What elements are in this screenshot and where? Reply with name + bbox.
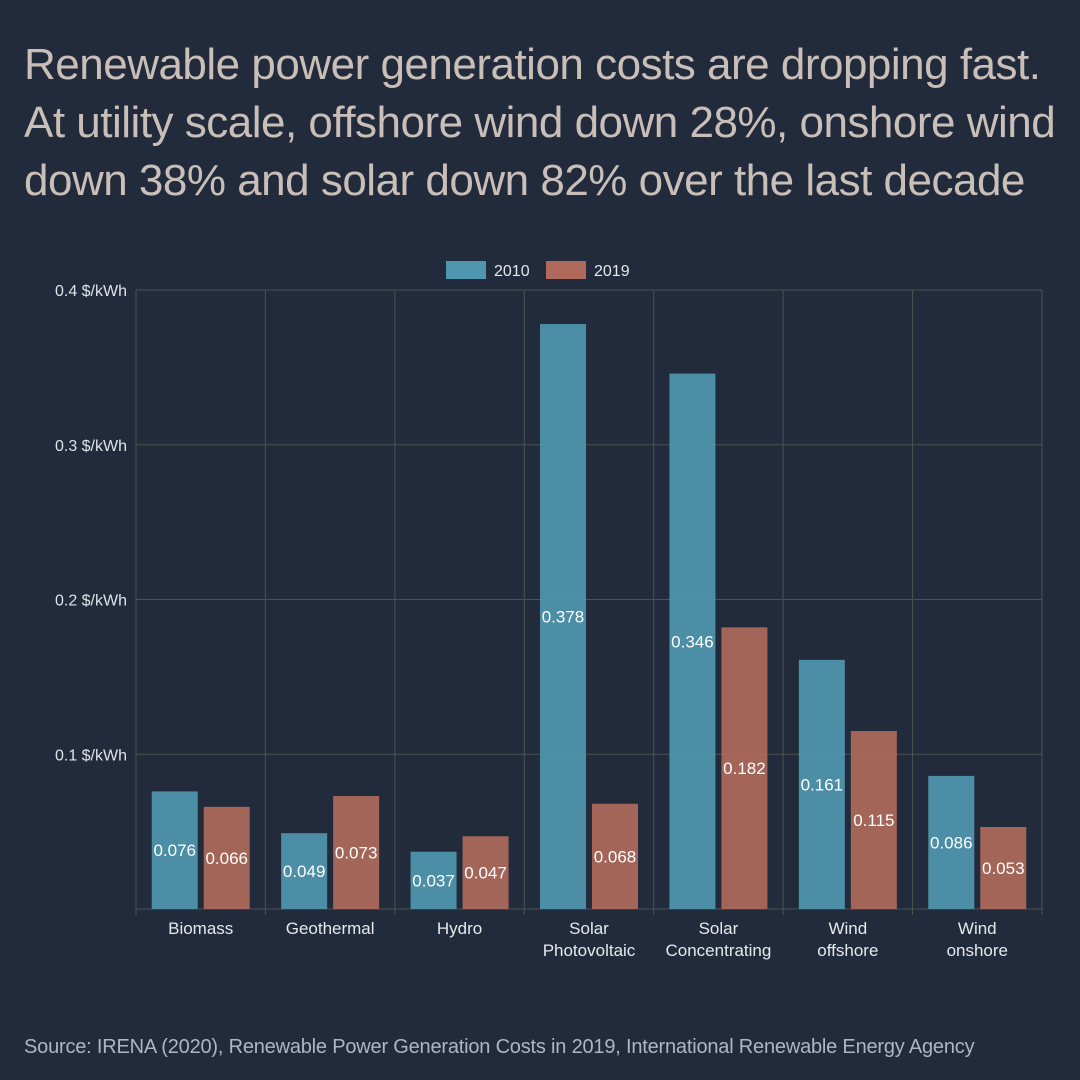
y-tick-label: 0.2 $/kWh [55,593,127,610]
bar-2019 [592,803,638,909]
bar-2010 [928,775,975,909]
headline-line-1: Renewable power generation costs are dro… [24,40,1041,89]
x-tick-label: Wind [828,919,867,938]
x-tick-label: Hydro [437,919,482,938]
data-label-2019: 0.047 [464,864,507,883]
bar-2019 [203,806,250,909]
data-label-2019: 0.068 [594,847,637,866]
bar-2010 [798,659,845,909]
bar-2019 [333,796,380,909]
y-tick-label: 0.1 $/kWh [55,747,127,764]
x-tick-label: Photovoltaic [543,941,636,960]
bar-2019 [850,731,897,909]
data-label-2010: 0.076 [153,841,196,860]
data-label-2010: 0.086 [930,833,973,852]
y-tick-label: 0.4 $/kWh [55,283,127,300]
bar-2010 [281,833,328,909]
x-tick-label: offshore [817,941,878,960]
bar-2019 [462,836,509,909]
x-tick-label: Geothermal [286,919,375,938]
data-label-2019: 0.073 [335,844,378,863]
headline-line-2: At utility scale, offshore wind down 28%… [24,98,1056,147]
data-label-2019: 0.115 [853,811,894,830]
bar-2019 [721,627,768,909]
bar-2019 [980,826,1027,909]
x-tick-label: Solar [699,919,739,938]
data-label-2010: 0.161 [801,775,844,794]
x-tick-label: Concentrating [666,941,772,960]
legend-swatch-2019 [546,261,586,279]
legend-label-2019: 2019 [594,263,630,280]
bar-2010 [669,373,716,909]
data-label-2010: 0.037 [412,871,455,890]
bar-2010 [151,791,198,909]
headline: Renewable power generation costs are dro… [24,36,1064,210]
y-tick-label: 0.3 $/kWh [55,438,127,455]
data-label-2010: 0.346 [671,632,714,651]
headline-line-3: down 38% and solar down 82% over the las… [24,156,1025,205]
bar-2010 [540,324,586,909]
legend-swatch-2010 [446,261,486,279]
legend-label-2010: 2010 [494,263,530,280]
bar-chart: 0.1 $/kWh 0.2 $/kWh 0.3 $/kWh 0.4 $/kWh 0.07… [55,261,1043,960]
source-note: Source: IRENA (2020), Renewable Power Ge… [24,1036,975,1058]
data-label-2019: 0.053 [982,859,1025,878]
bar-2010 [410,851,457,909]
data-label-2019: 0.066 [205,849,248,868]
data-label-2010: 0.378 [542,608,585,627]
data-label-2010: 0.049 [283,862,326,881]
x-tick-label: onshore [947,941,1008,960]
x-tick-label: Wind [958,919,997,938]
x-tick-label: Biomass [168,919,233,938]
x-tick-label: Solar [569,919,609,938]
data-label-2019: 0.182 [723,759,766,778]
